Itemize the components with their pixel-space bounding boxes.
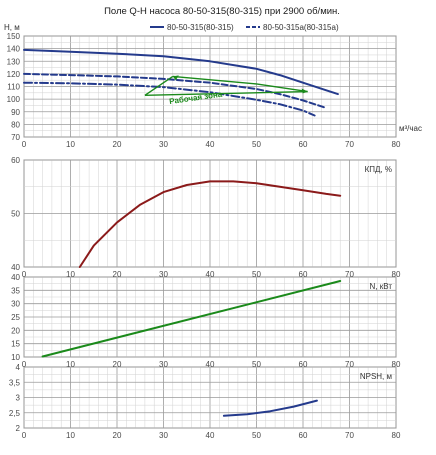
x-tick-label: 40 xyxy=(206,140,215,149)
working-zone-top-line xyxy=(172,75,257,85)
y-tick-label: 15 xyxy=(11,340,20,349)
series-line-efficiency xyxy=(78,180,342,268)
y-axis-label: Н, м xyxy=(4,23,20,32)
y-tick-label: 100 xyxy=(7,95,21,104)
x-tick-label: 80 xyxy=(392,431,401,440)
y-tick-label: 50 xyxy=(11,210,20,219)
y-tick-label: 70 xyxy=(11,133,20,142)
y-tick-label: 2 xyxy=(16,424,21,433)
x-tick-label: 80 xyxy=(392,270,401,279)
y-tick-label: 25 xyxy=(11,313,20,322)
y-tick-label: 110 xyxy=(7,83,20,92)
x-tick-label: 20 xyxy=(113,431,122,440)
series-line-npsh xyxy=(222,399,318,417)
x-tick-label: 50 xyxy=(252,431,261,440)
parameter-label: NPSH, м xyxy=(360,372,392,381)
x-tick-label: 10 xyxy=(66,360,75,369)
legend-label: 80-50-315(80-315) xyxy=(167,23,234,32)
x-tick-label: 20 xyxy=(113,360,122,369)
x-tick-label: 50 xyxy=(252,140,261,149)
series-line-power xyxy=(41,280,342,358)
x-tick-label: 70 xyxy=(345,270,354,279)
x-tick-label: 80 xyxy=(392,140,401,149)
x-tick-label: 20 xyxy=(113,270,122,279)
x-tick-label: 10 xyxy=(66,140,75,149)
legend-label: 80-50-315а(80-315а) xyxy=(263,23,339,32)
x-tick-label: 0 xyxy=(22,431,27,440)
y-tick-label: 60 xyxy=(11,156,20,165)
x-tick-label: 0 xyxy=(22,270,27,279)
y-tick-label: 20 xyxy=(11,326,20,335)
x-tick-label: 70 xyxy=(345,360,354,369)
y-tick-label: 4 xyxy=(16,363,21,372)
x-tick-label: 0 xyxy=(22,360,27,369)
parameter-label: N, кВт xyxy=(370,282,393,291)
series-line-head xyxy=(23,72,328,109)
x-tick-label: 40 xyxy=(206,270,215,279)
y-tick-label: 80 xyxy=(11,120,20,129)
x-tick-label: 70 xyxy=(345,431,354,440)
working-zone-right-line xyxy=(256,83,308,93)
x-tick-label: 60 xyxy=(299,140,308,149)
x-tick-label: 30 xyxy=(159,140,168,149)
y-tick-label: 140 xyxy=(7,45,21,54)
y-tick-label: 3,5 xyxy=(9,378,21,387)
x-tick-label: 30 xyxy=(159,360,168,369)
y-tick-label: 120 xyxy=(7,70,21,79)
working-zone-bottom-line xyxy=(144,90,308,97)
y-tick-label: 35 xyxy=(11,286,20,295)
y-tick-label: 150 xyxy=(7,32,21,41)
x-tick-label: 40 xyxy=(206,360,215,369)
x-tick-label: 30 xyxy=(159,270,168,279)
y-tick-label: 2,5 xyxy=(9,409,21,418)
y-tick-label: 40 xyxy=(11,263,20,272)
series-line-head xyxy=(23,81,316,117)
x-tick-label: 10 xyxy=(66,270,75,279)
x-tick-label: 10 xyxy=(66,431,75,440)
parameter-label: КПД, % xyxy=(365,165,392,174)
x-axis-label: м³/час xyxy=(399,124,422,133)
x-tick-label: 60 xyxy=(299,270,308,279)
y-tick-label: 10 xyxy=(11,353,20,362)
chart-title: Поле Q-H насоса 80-50-315(80-315) при 29… xyxy=(104,6,340,17)
y-tick-label: 3 xyxy=(16,394,21,403)
y-tick-label: 90 xyxy=(11,108,20,117)
y-tick-label: 30 xyxy=(11,300,20,309)
x-tick-label: 0 xyxy=(22,140,27,149)
x-tick-label: 60 xyxy=(299,360,308,369)
x-tick-label: 50 xyxy=(252,360,261,369)
y-tick-label: 130 xyxy=(7,57,21,66)
x-tick-label: 70 xyxy=(345,140,354,149)
x-tick-label: 20 xyxy=(113,140,122,149)
series-line-head xyxy=(23,48,339,96)
working-zone-left-line xyxy=(144,75,174,96)
x-tick-label: 30 xyxy=(159,431,168,440)
x-tick-label: 60 xyxy=(299,431,308,440)
working-zone-arrow-icon xyxy=(172,75,179,81)
x-tick-label: 80 xyxy=(392,360,401,369)
working-zone-arrow-icon xyxy=(301,88,308,94)
y-tick-label: 40 xyxy=(11,273,20,282)
x-tick-label: 40 xyxy=(206,431,215,440)
x-tick-label: 50 xyxy=(252,270,261,279)
